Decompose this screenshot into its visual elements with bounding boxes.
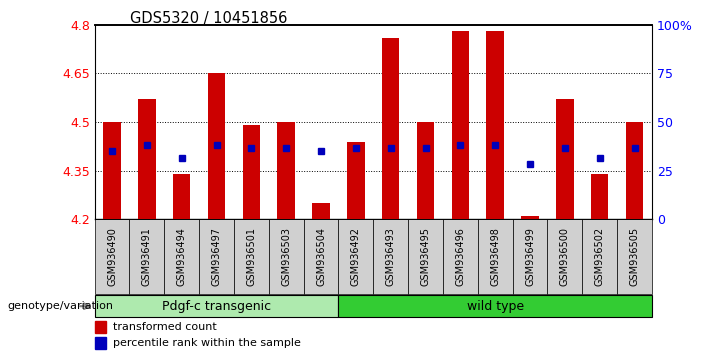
FancyBboxPatch shape [95,295,339,318]
Bar [556,99,573,219]
Bar [617,219,652,294]
Bar [243,125,260,219]
Text: GSM936499: GSM936499 [525,227,535,286]
Text: GSM936491: GSM936491 [142,227,152,286]
Bar [173,174,191,219]
Text: GSM936495: GSM936495 [421,227,430,286]
Bar [374,219,408,294]
Bar [382,38,400,219]
Text: GSM936502: GSM936502 [594,227,605,286]
Bar [95,337,106,349]
Bar [626,122,644,219]
Bar [591,174,608,219]
Bar [486,31,504,219]
Text: Pdgf-c transgenic: Pdgf-c transgenic [162,300,271,313]
Text: GDS5320 / 10451856: GDS5320 / 10451856 [130,11,287,25]
Text: GSM936496: GSM936496 [456,227,465,286]
Bar [278,122,295,219]
Text: GSM936498: GSM936498 [490,227,501,286]
Bar [103,122,121,219]
Bar [95,219,130,294]
Text: GSM936492: GSM936492 [351,227,361,286]
Bar [339,219,374,294]
Bar [304,219,339,294]
Bar [313,203,329,219]
Bar [234,219,268,294]
Bar [199,219,234,294]
Bar [478,219,512,294]
Text: genotype/variation: genotype/variation [7,301,113,311]
Bar [512,219,547,294]
Bar [164,219,199,294]
Text: GSM936504: GSM936504 [316,227,326,286]
Bar [547,219,583,294]
Text: GSM936503: GSM936503 [281,227,291,286]
Bar [451,31,469,219]
Bar [130,219,164,294]
Text: GSM936490: GSM936490 [107,227,117,286]
Bar [443,219,478,294]
Text: GSM936500: GSM936500 [560,227,570,286]
Bar [268,219,304,294]
Bar [207,73,225,219]
FancyBboxPatch shape [339,295,652,318]
Text: wild type: wild type [467,300,524,313]
Bar [522,216,539,219]
Text: GSM936494: GSM936494 [177,227,186,286]
Text: GSM936501: GSM936501 [246,227,257,286]
Bar [347,142,365,219]
Text: GSM936493: GSM936493 [386,227,395,286]
Bar [583,219,617,294]
Bar [95,321,106,333]
Bar [138,99,156,219]
Bar [408,219,443,294]
Bar [417,122,434,219]
Text: GSM936505: GSM936505 [629,227,639,286]
Text: GSM936497: GSM936497 [212,227,222,286]
Text: transformed count: transformed count [113,322,217,332]
Text: percentile rank within the sample: percentile rank within the sample [113,338,301,348]
